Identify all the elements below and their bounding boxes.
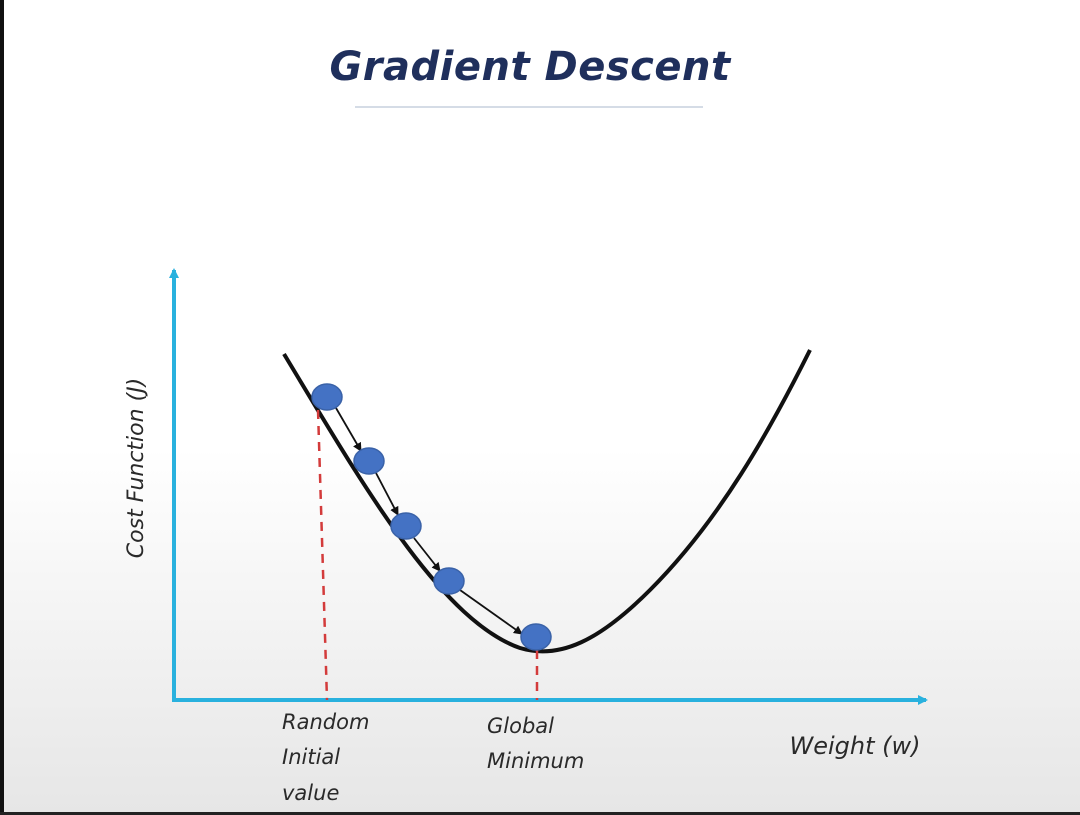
title-underline: [355, 106, 703, 108]
cost-curve: [282, 349, 812, 654]
random-initial-guide-line: [316, 409, 329, 701]
random-initial-label-line-3: value: [282, 781, 339, 805]
descent-point-3: [390, 512, 422, 540]
random-initial-label-line-2: Initial: [282, 745, 340, 769]
global-minimum-label-line-2: Minimum: [487, 749, 584, 773]
x-axis-label: Weight (w): [789, 732, 920, 760]
global-minimum-label-line-1: Global: [487, 714, 554, 738]
slide-title: Gradient Descent: [329, 44, 731, 90]
descent-point-1: [311, 383, 343, 411]
descent-point-4: [433, 567, 465, 595]
random-initial-label-line-1: Random: [282, 710, 369, 734]
descent-step-arrow-2: [375, 472, 399, 516]
descent-point-5: [520, 623, 552, 651]
y-axis-label: Cost Function (J): [124, 378, 149, 558]
descent-point-2: [353, 447, 385, 475]
descent-step-arrow-3: [413, 537, 441, 572]
descent-step-arrow-4: [459, 589, 523, 635]
bottom-border: [0, 812, 1080, 815]
left-border: [0, 0, 4, 815]
descent-step-arrow-1: [335, 407, 362, 452]
